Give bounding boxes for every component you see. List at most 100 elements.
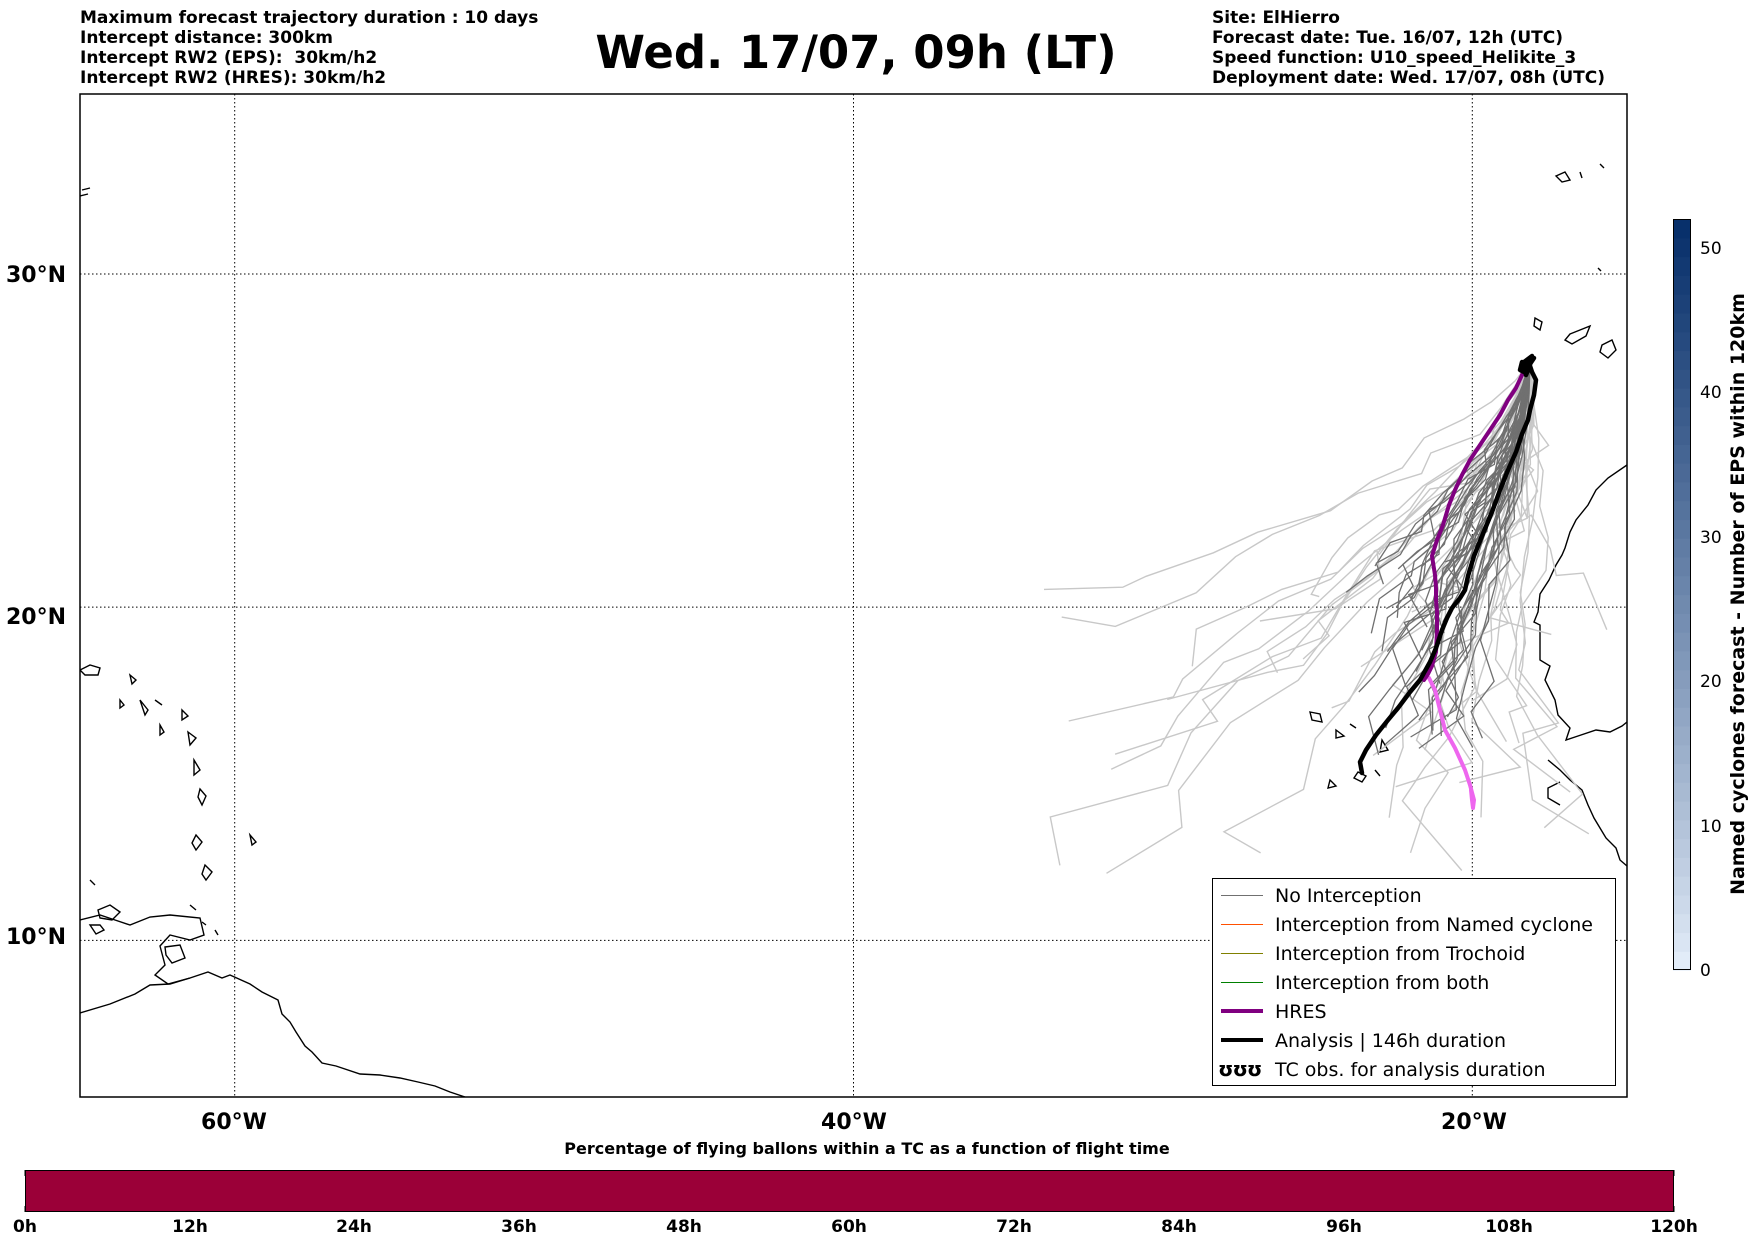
hbar-tick-84h: 84h xyxy=(1161,1217,1197,1237)
hres-trajectory xyxy=(1422,363,1528,810)
hbar-tick-120h: 120h xyxy=(1650,1217,1698,1237)
right-colorbar-gradient xyxy=(1673,219,1691,971)
legend-swatch xyxy=(1221,953,1263,954)
legend-item-named-cyclone: Interception from Named cyclone xyxy=(1213,912,1615,938)
colorbar-segment xyxy=(1673,894,1691,915)
analysis-line xyxy=(1357,353,1539,776)
eps-dark-path xyxy=(1445,361,1531,563)
analysis-trajectory xyxy=(1357,353,1539,776)
legend-label: Analysis | 146h duration xyxy=(1275,1030,1507,1052)
legend-item-tc-obs: ʊʊʊ TC obs. for analysis duration xyxy=(1213,1057,1615,1083)
colorbar-segment xyxy=(1673,725,1691,746)
africa-coast xyxy=(1533,464,1627,742)
colorbar-segment xyxy=(1673,669,1691,689)
island-chain xyxy=(181,708,219,936)
lon-label-40w: 40°W xyxy=(821,1110,887,1135)
legend: No Interception Interception from Named … xyxy=(1212,878,1616,1086)
map-frame xyxy=(79,93,1628,1098)
intercept-eps-text: Intercept RW2 (EPS): 30km/h2 xyxy=(80,48,378,68)
hbar-tick-60h: 60h xyxy=(831,1217,867,1237)
colorbar-segment xyxy=(1673,782,1691,802)
colorbar-segment xyxy=(1673,819,1691,840)
legend-item-both: Interception from both xyxy=(1213,970,1615,996)
colorbar-segment xyxy=(1673,838,1691,858)
eps-light-path xyxy=(1191,361,1531,667)
coastlines xyxy=(80,163,1627,1097)
cyclone-symbol-icon: ʊʊʊ xyxy=(1218,1057,1262,1081)
colorbar-segment xyxy=(1673,707,1691,727)
eps-light-path xyxy=(1518,361,1590,835)
eps-dark-path xyxy=(1410,361,1531,600)
intercept-hres-text: Intercept RW2 (HRES): 30km/h2 xyxy=(80,68,387,88)
hbar-tick-36h: 36h xyxy=(501,1217,537,1237)
cbar-tick-10: 10 xyxy=(1700,817,1722,837)
lat-label-20n: 20°N xyxy=(5,605,66,630)
venezuela-coast xyxy=(80,914,205,985)
eps-light-path xyxy=(1068,361,1531,722)
legend-swatch xyxy=(1221,1009,1263,1013)
colorbar-segment xyxy=(1673,538,1691,558)
colorbar-segment xyxy=(1673,425,1691,445)
right-colorbar-frame xyxy=(1673,219,1691,970)
eps-light-path xyxy=(1526,361,1608,630)
cbar-tick-30: 30 xyxy=(1700,528,1722,548)
south-america-coast xyxy=(80,971,466,1097)
canary-islands xyxy=(1533,316,1617,359)
colorbar-segment xyxy=(1673,463,1691,483)
colorbar-segment xyxy=(1673,312,1691,333)
colorbar-segment xyxy=(1673,256,1691,276)
puerto-rico-hispaniola xyxy=(80,664,165,737)
hbar-tick-48h: 48h xyxy=(666,1217,702,1237)
small-island-1 xyxy=(1597,267,1602,272)
site-text: Site: ElHierro xyxy=(1212,8,1340,28)
bottom-colorbar xyxy=(25,1170,1674,1212)
colorbar-segment xyxy=(1673,331,1691,352)
legend-label: HRES xyxy=(1275,1001,1327,1023)
coast-west-1 xyxy=(80,187,91,197)
legend-swatch xyxy=(1221,1038,1263,1042)
header-left: Maximum forecast trajectory duration : 1… xyxy=(80,8,538,88)
legend-swatch xyxy=(1221,895,1263,896)
eps-light-path xyxy=(1259,361,1531,622)
speed-function-text: Speed function: U10_speed_Helikite_3 xyxy=(1212,48,1577,68)
hbar-tick-96h: 96h xyxy=(1326,1217,1362,1237)
colorbar-segment xyxy=(1673,632,1691,652)
colorbar-segment xyxy=(1673,237,1691,258)
legend-label: TC obs. for analysis duration xyxy=(1275,1059,1546,1081)
hbar-tick-72h: 72h xyxy=(996,1217,1032,1237)
colorbar-segment xyxy=(1673,744,1691,765)
legend-swatch xyxy=(1221,924,1263,925)
trinidad-coast xyxy=(164,944,186,964)
eps-light-path xyxy=(1043,361,1531,591)
lat-label-10n: 10°N xyxy=(5,925,66,950)
intercept-distance-text: Intercept distance: 300km xyxy=(80,28,333,48)
eps-trajectories-no-interception xyxy=(1345,361,1531,755)
guinea-coast xyxy=(1547,759,1627,867)
main-title: Wed. 17/07, 09h (LT) xyxy=(595,26,1117,79)
colorbar-segment xyxy=(1673,876,1691,896)
colorbar-segment xyxy=(1673,519,1691,539)
eps-dark-path xyxy=(1431,361,1531,731)
colorbar-segment xyxy=(1673,500,1691,521)
madeira xyxy=(1554,163,1605,183)
colorbar-segment xyxy=(1673,650,1691,671)
colorbar-segment xyxy=(1673,481,1691,502)
colorbar-segment xyxy=(1673,857,1691,877)
colorbar-segment xyxy=(1673,387,1691,408)
eps-dark-path xyxy=(1384,361,1531,745)
hbar-tick-108h: 108h xyxy=(1485,1217,1533,1237)
lesser-antilles xyxy=(88,832,258,935)
legend-label: Interception from Named cyclone xyxy=(1275,914,1593,936)
eps-dark-path xyxy=(1370,361,1531,634)
cbar-tick-0: 0 xyxy=(1700,961,1711,981)
senegal-coast xyxy=(1547,781,1561,806)
cbar-tick-50: 50 xyxy=(1700,239,1722,259)
colorbar-segment xyxy=(1673,219,1691,239)
legend-label: No Interception xyxy=(1275,885,1422,907)
hres-main-segment xyxy=(1422,363,1528,682)
eps-light-path xyxy=(1512,361,1571,793)
colorbar-segment xyxy=(1673,932,1691,952)
eps-light-path xyxy=(1114,361,1531,755)
cbar-tick-20: 20 xyxy=(1700,672,1722,692)
